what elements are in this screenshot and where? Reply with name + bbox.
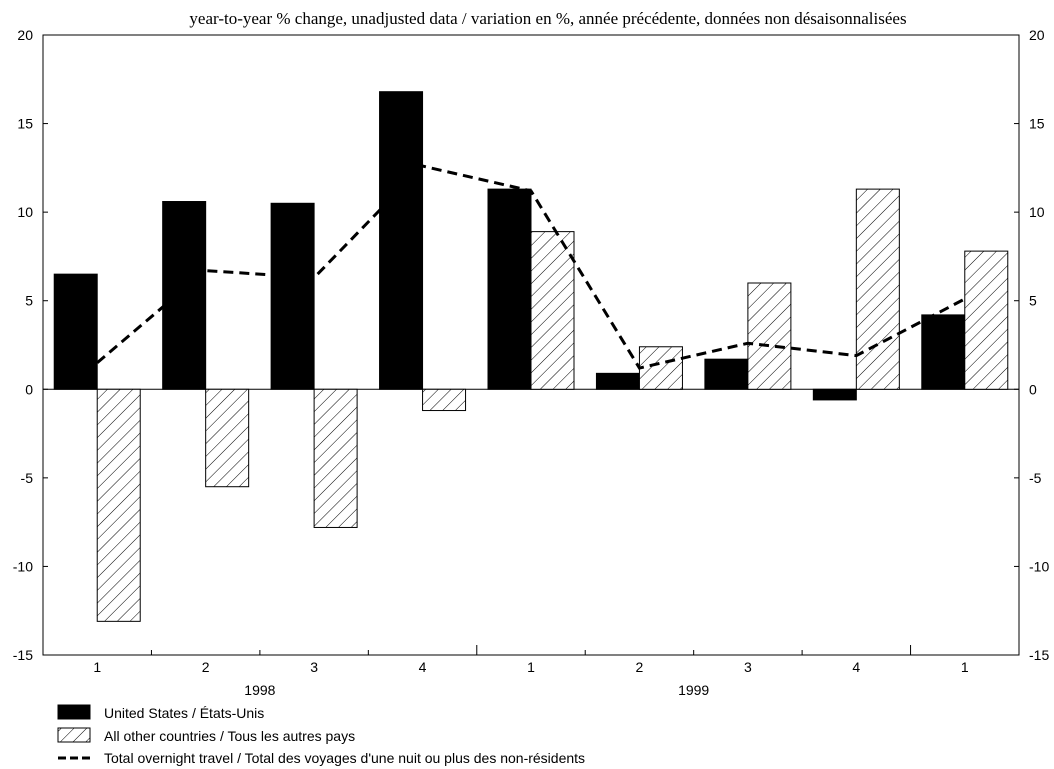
plot-area: -15 -15 -10 -10 -5 -5 0 0 5 5 10 10 15 15 20 20 1 2 3 4 1 2 3 4… <box>13 27 1050 698</box>
y-tick-label-right: 10 <box>1029 204 1045 220</box>
y-tick-label-right: -5 <box>1029 470 1042 486</box>
bar-united-states <box>812 388 857 401</box>
bar-united-states <box>270 202 315 390</box>
y-tick-label-left: 10 <box>17 204 33 220</box>
bar-all-other-countries <box>530 231 575 390</box>
legend: United States / États-Unis All other coun… <box>57 704 585 766</box>
bar-all-other-countries <box>747 282 792 390</box>
x-tick-label: 1 <box>527 659 535 675</box>
y-tick-label-right: -15 <box>1029 647 1049 663</box>
y-tick-label-left: 15 <box>17 116 33 132</box>
bar-united-states <box>487 188 532 390</box>
legend-swatch-united-states <box>57 704 91 720</box>
y-tick-label-left: -5 <box>21 470 34 486</box>
legend-label: Total overnight travel / Total des voyag… <box>104 750 585 766</box>
bar-united-states <box>162 201 207 390</box>
bar-all-other-countries <box>638 346 683 390</box>
bar-united-states <box>379 91 424 390</box>
legend-label: United States / États-Unis <box>104 705 264 721</box>
x-year-label: 1999 <box>678 682 709 698</box>
x-tick-label: 3 <box>310 659 318 675</box>
x-tick-label: 3 <box>744 659 752 675</box>
bar-all-other-countries <box>205 388 250 488</box>
y-tick-label-right: 20 <box>1029 27 1045 43</box>
line-total-overnight-travel <box>96 164 966 370</box>
y-tick-label-right: 5 <box>1029 293 1037 309</box>
bar-all-other-countries <box>313 388 358 528</box>
bar-all-other-countries <box>96 388 141 622</box>
bar-united-states <box>704 358 749 390</box>
y-tick-label-left: 5 <box>25 293 33 309</box>
x-tick-label: 1 <box>961 659 969 675</box>
bar-united-states <box>595 372 640 390</box>
plot-frame <box>42 34 1020 656</box>
chart-title: year-to-year % change, unadjusted data /… <box>189 9 906 28</box>
y-tick-label-left: 0 <box>25 381 33 397</box>
bar-united-states <box>53 273 98 390</box>
legend-swatch-all-other-countries <box>57 727 91 743</box>
y-tick-label-left: 20 <box>17 27 33 43</box>
x-tick-label: 2 <box>636 659 644 675</box>
legend-label: All other countries / Tous les autres pa… <box>104 728 355 744</box>
x-tick-label: 4 <box>852 659 860 675</box>
bar-all-other-countries <box>855 188 900 390</box>
y-tick-label-right: 15 <box>1029 116 1045 132</box>
bar-united-states <box>921 314 966 390</box>
bar-all-other-countries <box>422 388 467 412</box>
y-tick-label-right: 0 <box>1029 381 1037 397</box>
x-tick-label: 4 <box>419 659 427 675</box>
bar-all-other-countries <box>964 250 1009 390</box>
x-tick-label: 2 <box>202 659 210 675</box>
y-tick-label-right: -10 <box>1029 558 1049 574</box>
y-tick-label-left: -15 <box>13 647 33 663</box>
y-tick-label-left: -10 <box>13 558 33 574</box>
x-tick-label: 1 <box>93 659 101 675</box>
x-year-label: 1998 <box>244 682 275 698</box>
